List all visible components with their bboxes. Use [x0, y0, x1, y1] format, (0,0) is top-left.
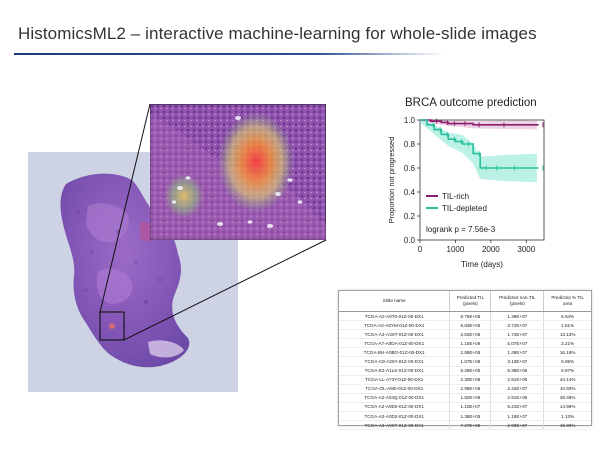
y-tick-label: 0.4	[404, 188, 416, 197]
km-plot-title: BRCA outcome prediction	[405, 97, 537, 109]
table-cell: 10.93%	[543, 384, 591, 394]
table-cell: 2.62E+06	[449, 329, 492, 340]
table-row[interactable]: TCGA-LL-A73Y-01Z-00-DX1 2.30E+06 2.91E+06 4…	[339, 375, 591, 385]
table-header-cell[interactable]: Predicted TIL (pixels)	[449, 291, 492, 312]
table-cell: TCGA-A2-A0ST-01Z-00-DX1	[339, 420, 451, 431]
table-cell: 1.10E+07	[449, 402, 492, 413]
table-row[interactable]: TCGA-A2-A04Q-01Z-00-DX1 1.82E+06 2.91E+06 3…	[339, 393, 591, 403]
table-row[interactable]: TCGA-C8-A26Y-01Z-00-DX1 1.67E+06 3.13E+07 5…	[339, 356, 591, 367]
table-cell: TCGA-A2-A0T0-01Z-00-DX1	[339, 311, 451, 322]
table-cell: 2.91E+06	[490, 375, 545, 385]
table-row[interactable]: TCGA-BH-A0BG-01Z-00-DX1 2.88E+06 1.49E+07 1…	[339, 347, 591, 358]
table-cell: 13.13%	[543, 329, 591, 340]
til-heatmap-hotspot	[218, 112, 294, 212]
table-cell: TCGA-LL-A73Y-01Z-00-DX1	[339, 375, 451, 385]
table-cell: TCGA-A7-A0DA-01Z-00-DX1	[339, 338, 451, 349]
table-cell: 1.36E+05	[449, 411, 492, 422]
table-cell: 19.90%	[543, 420, 591, 431]
table-cell: 5.07E+07	[490, 338, 545, 349]
page-title: HistomicsML2 – interactive machine-learn…	[18, 24, 537, 43]
table-cell: TCGA-C8-A26Y-01Z-00-DX1	[339, 356, 451, 367]
table-row[interactable]: TCGA-A2-A0D0-01Z-00-DX1 1.10E+07 6.21E+07 1…	[339, 402, 591, 413]
table-cell: TCGA-E2-A1LS-01Z-00-DX1	[339, 366, 451, 376]
table-header-cell[interactable]: Slide name	[339, 291, 451, 312]
til-depleted-ci-band	[420, 120, 537, 183]
legend-label: TIL-rich	[442, 192, 469, 201]
zoomed-inset-heatmap[interactable]	[150, 104, 326, 240]
table-cell: 7.27E+06	[449, 420, 492, 431]
results-table: Slide name Predicted TIL (pixels) Predicted…	[339, 291, 591, 431]
logrank-pvalue: logrank p = 7.56e-3	[426, 225, 496, 234]
table-cell: 2.91E+06	[490, 393, 545, 403]
table-cell: 16.19%	[543, 347, 591, 358]
x-axis-label: Time (days)	[461, 260, 503, 269]
table-cell: TCGA-OL-A66I-01Z-00-DX1	[339, 384, 451, 394]
x-tick-label: 1000	[447, 245, 465, 254]
table-cell: 1.39E+07	[490, 311, 545, 322]
km-survival-chart: 0.0 0.2 0.4 0.6 0.8 1.0 0 1000 2000 3000 Time (day…	[387, 116, 545, 269]
y-tick-label: 0.2	[404, 212, 416, 221]
table-cell: 3.13E+07	[490, 356, 545, 367]
plot-frame	[419, 119, 545, 241]
table-cell: 2.93E+07	[490, 420, 545, 431]
table-cell: 1.81%	[543, 320, 591, 331]
table-cell: 2.42E+07	[490, 384, 545, 394]
table-cell: 1.19E+07	[490, 411, 545, 422]
table-cell: 8.38E+06	[490, 366, 545, 376]
table-cell: 5.94%	[543, 311, 591, 322]
title-underline	[14, 53, 444, 55]
table-row[interactable]: TCGA-A2-A0YM-01Z-00-DX1 6.83E+05 3.72E+07 1…	[339, 320, 591, 331]
x-tick-label: 3000	[517, 245, 535, 254]
table-cell: 1.13%	[543, 411, 591, 422]
table-cell: TCGA-A2-A04Q-01Z-00-DX1	[339, 393, 451, 403]
y-tick-label: 1.0	[404, 116, 416, 125]
table-row[interactable]: TCGA-A2-A0T0-01Z-00-DX1 8.75E+05 1.39E+07 5…	[339, 311, 591, 322]
x-tick-label: 0	[418, 245, 423, 254]
table-header-row: Slide name Predicted TIL (pixels) Predicted…	[339, 291, 591, 312]
table-cell: TCGA-A2-A0D2-01Z-00-DX1	[339, 411, 451, 422]
table-cell: 2.30E+06	[449, 375, 492, 385]
table-cell: 14.99%	[543, 402, 591, 413]
table-row[interactable]: TCGA-A2-A0D2-01Z-00-DX1 1.36E+05 1.19E+07 1…	[339, 411, 591, 422]
legend-label: TIL-depleted	[442, 204, 487, 213]
km-curve-til-rich	[420, 119, 539, 126]
table-cell: TCGA-A2-A0YM-01Z-00-DX1	[339, 320, 451, 331]
y-axis-label: Proportion not progressed	[387, 137, 396, 224]
table-cell: 1.15E+06	[449, 338, 492, 349]
table-cell: 6.28E+05	[449, 366, 492, 376]
table-cell: 1.82E+06	[449, 393, 492, 403]
table-cell: TCGA-BH-A0BG-01Z-00-DX1	[339, 347, 451, 358]
table-cell: 2.21%	[543, 338, 591, 349]
table-cell: 1.73E+07	[490, 329, 545, 340]
table-row[interactable]: TCGA-E2-A1LS-01Z-00-DX1 6.28E+05 8.38E+06 6…	[339, 366, 591, 376]
table-row[interactable]: TCGA-A7-A0DA-01Z-00-DX1 1.15E+06 5.07E+07 2…	[339, 338, 591, 349]
table-cell: 8.75E+05	[449, 311, 492, 322]
table-cell: 1.49E+07	[490, 347, 545, 358]
table-cell: 3.72E+07	[490, 320, 545, 331]
y-tick-label: 0.8	[404, 140, 416, 149]
table-cell: TCGA-A2-A3XT-01Z-00-DX1	[339, 329, 451, 340]
table-row[interactable]: TCGA-A2-A3XT-01Z-00-DX1 2.62E+06 1.73E+07 1…	[339, 329, 591, 340]
table-cell: 2.88E+06	[449, 347, 492, 358]
table-cell: 5.06%	[543, 356, 591, 367]
table-cell: TCGA-A2-A0D0-01Z-00-DX1	[339, 402, 451, 413]
x-tick-label: 2000	[482, 245, 500, 254]
results-table-panel: Slide name Predicted TIL (pixels) Predicted…	[338, 290, 592, 431]
table-header-cell[interactable]: Predicted non-TIL (pixels)	[490, 291, 545, 312]
table-cell: 1.67E+06	[449, 356, 492, 367]
table-cell: 2.96E+06	[449, 384, 492, 394]
table-row[interactable]: TCGA-A2-A0ST-01Z-00-DX1 7.27E+06 2.93E+07 1…	[339, 420, 591, 431]
km-curve-til-depleted	[420, 119, 539, 169]
table-cell: 38.48%	[543, 393, 591, 403]
table-cell: 6.83E+05	[449, 320, 492, 331]
table-cell: 6.97%	[543, 366, 591, 376]
y-tick-label: 0.0	[404, 236, 416, 245]
table-row[interactable]: TCGA-OL-A66I-01Z-00-DX1 2.96E+06 2.42E+07 1…	[339, 384, 591, 394]
y-tick-label: 0.6	[404, 164, 416, 173]
table-cell: 44.14%	[543, 375, 591, 385]
table-cell: 6.21E+07	[490, 402, 545, 413]
table-header-cell[interactable]: Predicted % TIL area	[543, 291, 591, 312]
